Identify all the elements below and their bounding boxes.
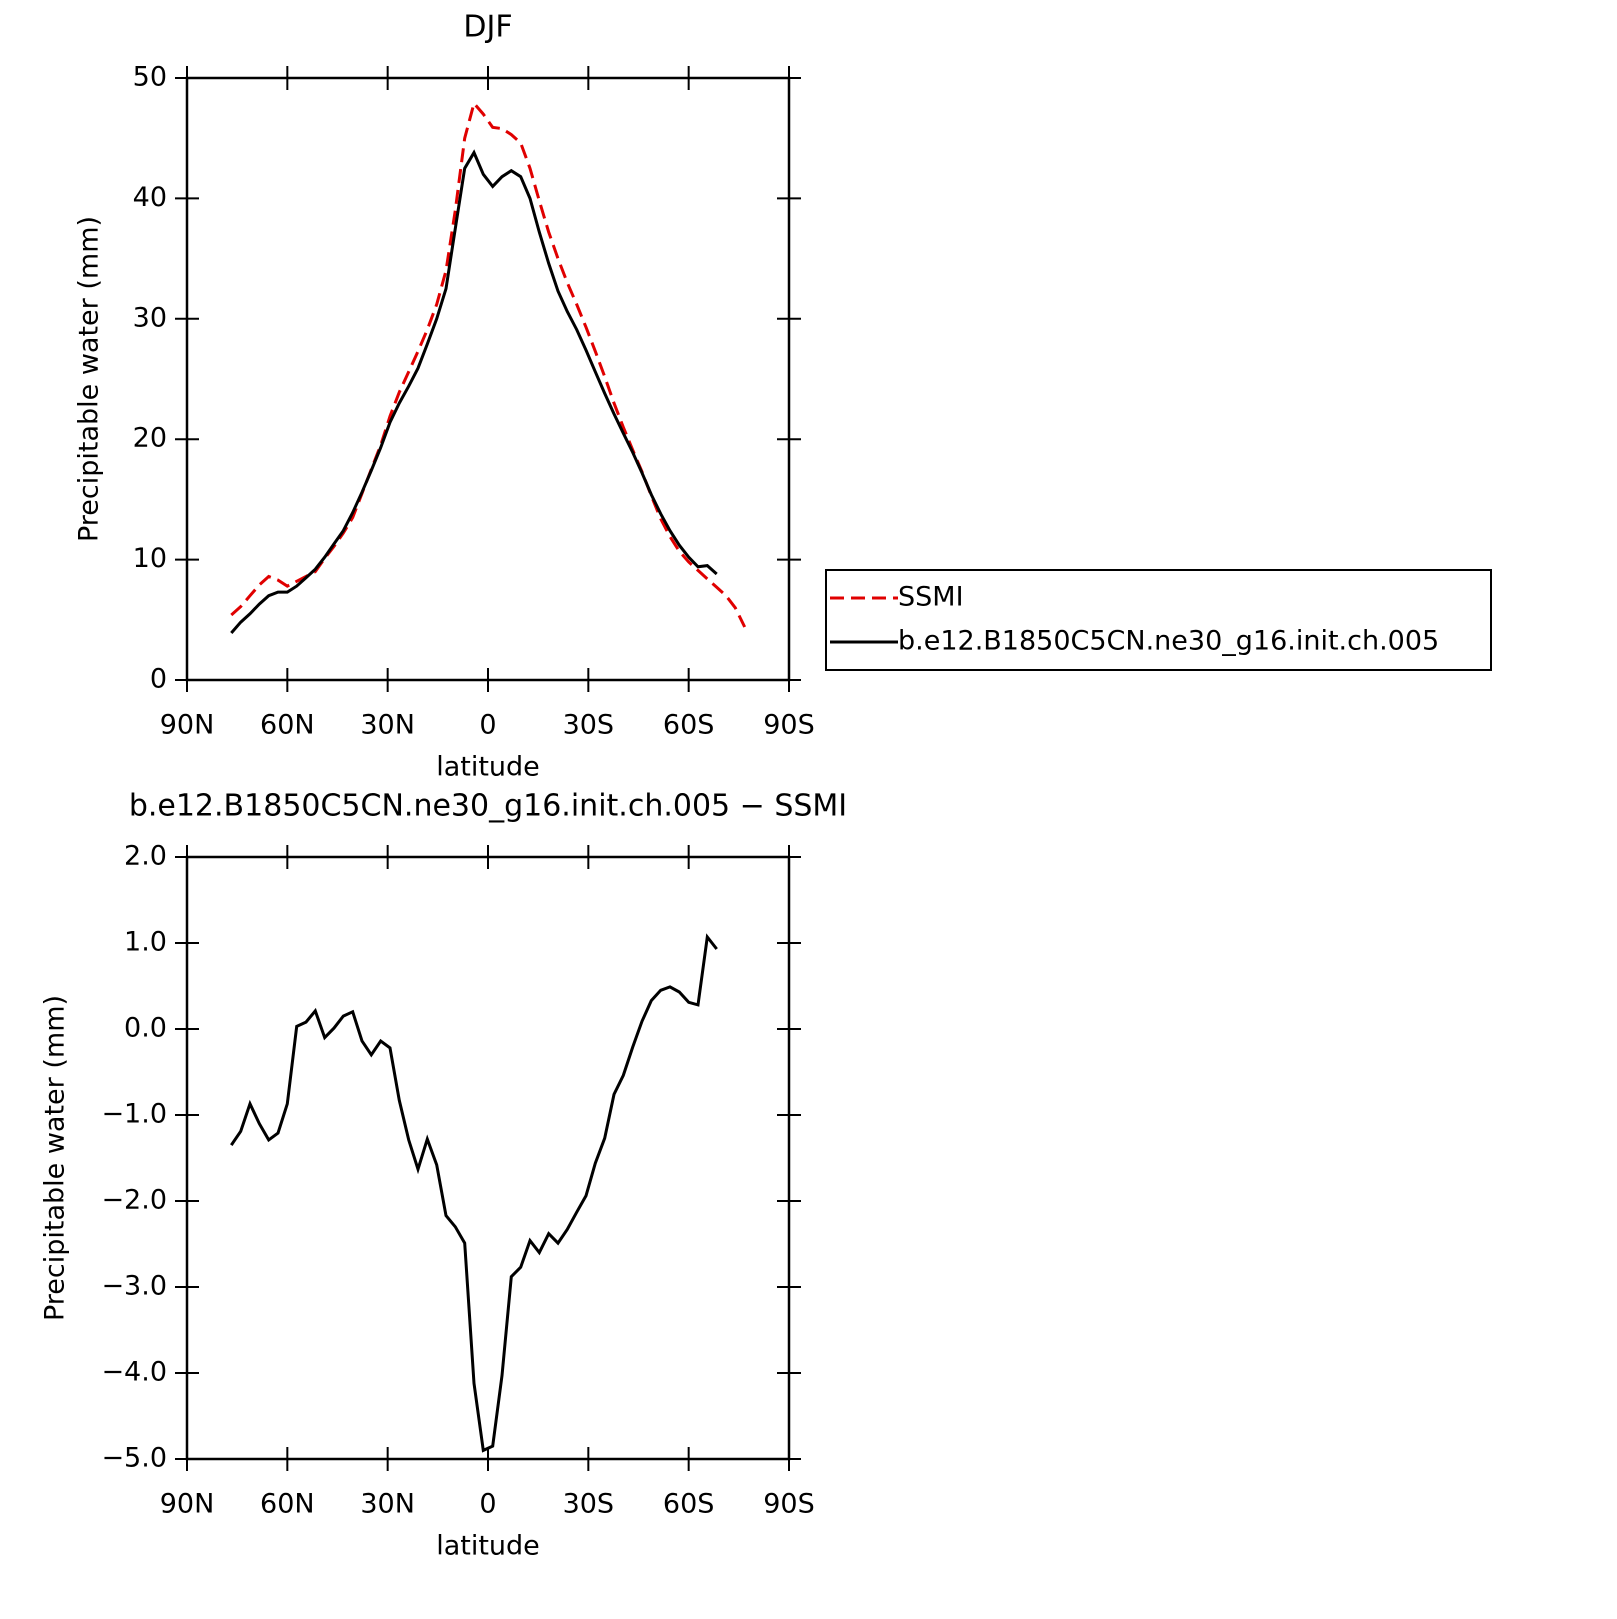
y-tick-label: −4.0 bbox=[101, 1357, 167, 1388]
y-tick-label: −3.0 bbox=[101, 1271, 167, 1302]
y-tick-label: 10 bbox=[133, 543, 167, 574]
x-tick-label: 0 bbox=[479, 1489, 496, 1520]
y-axis-label: Precipitable water (mm) bbox=[40, 995, 71, 1321]
y-tick-label: 0 bbox=[150, 664, 167, 695]
x-tick-label: 60N bbox=[260, 710, 315, 741]
y-tick-label: 0.0 bbox=[124, 1013, 167, 1044]
chart-title: DJF bbox=[463, 10, 512, 45]
x-tick-label: 60S bbox=[663, 710, 715, 741]
y-tick-label: 50 bbox=[133, 62, 167, 93]
y-axis-label: Precipitable water (mm) bbox=[74, 216, 105, 542]
x-tick-label: 60N bbox=[260, 1489, 315, 1520]
y-tick-label: −2.0 bbox=[101, 1185, 167, 1216]
plot-frame bbox=[185, 855, 791, 1461]
y-tick-label: 2.0 bbox=[124, 841, 167, 872]
x-tick-label: 90S bbox=[763, 710, 815, 741]
plot-frame bbox=[185, 76, 791, 682]
legend-label: SSMI bbox=[898, 582, 964, 613]
y-tick-label: 40 bbox=[133, 182, 167, 213]
legend-label: b.e12.B1850C5CN.ne30_g16.init.ch.005 bbox=[898, 626, 1439, 657]
y-tick-label: 30 bbox=[133, 302, 167, 333]
legend-box bbox=[825, 569, 1492, 671]
x-axis-label: latitude bbox=[436, 752, 540, 783]
x-tick-label: 30S bbox=[563, 710, 615, 741]
y-tick-label: 20 bbox=[133, 423, 167, 454]
x-tick-label: 90S bbox=[763, 1489, 815, 1520]
chart-title: b.e12.B1850C5CN.ne30_g16.init.ch.005 − S… bbox=[129, 789, 847, 824]
x-tick-label: 90N bbox=[160, 1489, 215, 1520]
x-tick-label: 90N bbox=[160, 710, 215, 741]
x-tick-label: 30N bbox=[360, 1489, 415, 1520]
x-axis-label: latitude bbox=[436, 1531, 540, 1562]
data-line bbox=[230, 149, 718, 634]
y-tick-label: −1.0 bbox=[101, 1099, 167, 1130]
y-tick-label: 1.0 bbox=[124, 927, 167, 958]
y-tick-label: −5.0 bbox=[101, 1443, 167, 1474]
x-tick-label: 30S bbox=[563, 1489, 615, 1520]
x-tick-label: 30N bbox=[360, 710, 415, 741]
x-tick-label: 60S bbox=[663, 1489, 715, 1520]
x-tick-label: 0 bbox=[479, 710, 496, 741]
data-line bbox=[230, 933, 718, 1453]
